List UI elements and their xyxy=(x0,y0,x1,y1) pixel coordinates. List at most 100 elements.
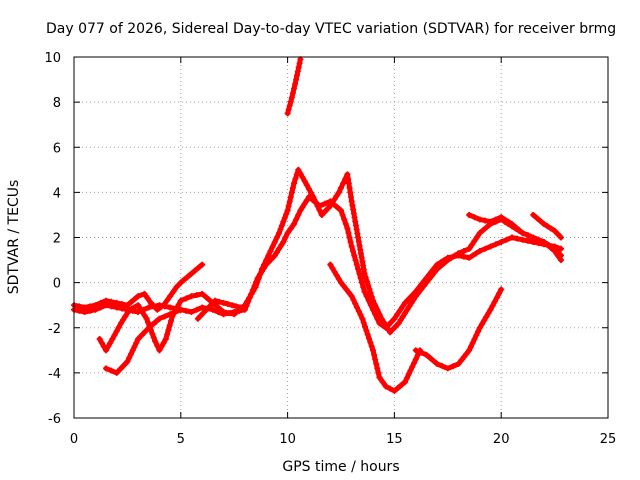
data-point-marker xyxy=(491,298,498,305)
data-point-marker xyxy=(554,252,561,259)
data-point-marker xyxy=(248,291,255,298)
data-point-marker xyxy=(160,339,167,346)
data-point-marker xyxy=(367,339,374,346)
data-point-marker xyxy=(428,272,435,279)
data-point-marker xyxy=(199,304,206,311)
data-point-marker xyxy=(355,234,362,241)
data-point-marker xyxy=(343,286,350,293)
data-point-marker xyxy=(289,184,296,191)
data-point-marker xyxy=(113,328,120,335)
data-point-marker xyxy=(498,214,505,221)
data-point-marker xyxy=(558,245,565,252)
data-point-marker xyxy=(355,238,362,245)
data-point-marker xyxy=(359,258,366,265)
data-point-marker xyxy=(209,300,216,307)
data-point-marker xyxy=(388,318,395,325)
data-point-marker xyxy=(321,208,328,215)
data-point-marker xyxy=(324,205,331,212)
y-tick-label: 6 xyxy=(53,141,61,156)
data-point-marker xyxy=(301,200,308,207)
data-point-marker xyxy=(117,320,124,327)
series-track-3 xyxy=(96,166,565,354)
data-point-marker xyxy=(127,351,134,358)
data-point-marker xyxy=(423,351,430,358)
data-point-marker xyxy=(152,318,159,325)
data-point-marker xyxy=(363,278,370,285)
x-tick-label: 25 xyxy=(600,432,617,447)
data-point-marker xyxy=(206,303,213,310)
data-point-marker xyxy=(193,292,200,299)
data-point-marker xyxy=(273,249,280,256)
data-point-marker xyxy=(329,265,336,272)
data-point-marker xyxy=(194,315,201,322)
data-point-marker xyxy=(450,363,457,370)
data-point-marker xyxy=(156,315,163,322)
data-point-marker xyxy=(124,310,131,317)
data-point-marker xyxy=(163,297,170,304)
data-point-marker xyxy=(466,211,473,218)
y-tick-label: 4 xyxy=(53,186,61,201)
data-point-marker xyxy=(76,307,83,314)
data-point-marker xyxy=(363,293,370,300)
data-point-marker xyxy=(412,293,419,300)
series-line xyxy=(413,286,504,371)
data-point-marker xyxy=(394,384,401,391)
series-track-6 xyxy=(412,286,505,372)
data-point-marker xyxy=(209,306,216,313)
data-point-marker xyxy=(291,85,298,92)
data-point-marker xyxy=(351,214,358,221)
data-point-marker xyxy=(352,300,359,307)
data-point-marker xyxy=(141,290,148,297)
data-point-marker xyxy=(493,294,500,301)
data-point-marker xyxy=(469,252,476,259)
data-point-marker xyxy=(396,307,403,314)
y-tick-label: 0 xyxy=(53,277,61,292)
data-point-marker xyxy=(524,237,531,244)
data-point-marker xyxy=(535,236,542,243)
data-point-marker xyxy=(408,299,415,306)
data-point-marker xyxy=(241,302,248,309)
series-track-4 xyxy=(103,306,184,376)
data-point-marker xyxy=(382,383,389,390)
data-point-marker xyxy=(289,90,296,97)
data-point-marker xyxy=(439,363,446,370)
data-point-marker xyxy=(412,356,419,363)
data-point-marker xyxy=(498,239,505,246)
data-point-marker xyxy=(177,297,184,304)
data-point-marker xyxy=(402,310,409,317)
data-point-marker xyxy=(426,276,433,283)
data-point-marker xyxy=(277,226,284,233)
data-point-marker xyxy=(138,332,145,339)
data-point-marker xyxy=(327,261,334,268)
data-point-marker xyxy=(296,60,303,67)
data-point-marker xyxy=(135,336,142,343)
data-point-marker xyxy=(370,297,377,304)
x-axis-title: GPS time / hours xyxy=(282,459,399,475)
data-point-marker xyxy=(299,204,306,211)
y-tick-label: -6 xyxy=(48,412,61,427)
data-point-marker xyxy=(367,289,374,296)
data-point-marker xyxy=(303,182,310,189)
data-point-marker xyxy=(283,211,290,218)
data-point-marker xyxy=(150,334,157,341)
data-point-marker xyxy=(137,305,144,312)
data-point-marker xyxy=(103,347,110,354)
data-point-marker xyxy=(348,293,355,300)
data-point-marker xyxy=(143,315,150,322)
data-point-marker xyxy=(244,298,251,305)
data-point-marker xyxy=(310,193,317,200)
y-axis-title: SDTVAR / TECUs xyxy=(6,180,22,295)
data-point-marker xyxy=(292,175,299,182)
data-point-marker xyxy=(345,229,352,236)
data-point-marker xyxy=(87,307,94,314)
data-point-marker xyxy=(149,330,156,337)
data-point-marker xyxy=(177,279,184,286)
data-point-marker xyxy=(374,365,381,372)
data-point-marker xyxy=(471,214,478,221)
data-point-marker xyxy=(285,106,292,113)
data-point-marker xyxy=(295,211,302,218)
data-point-marker xyxy=(350,296,357,303)
data-point-marker xyxy=(120,316,127,323)
data-point-marker xyxy=(357,246,364,253)
data-point-marker xyxy=(370,347,377,354)
